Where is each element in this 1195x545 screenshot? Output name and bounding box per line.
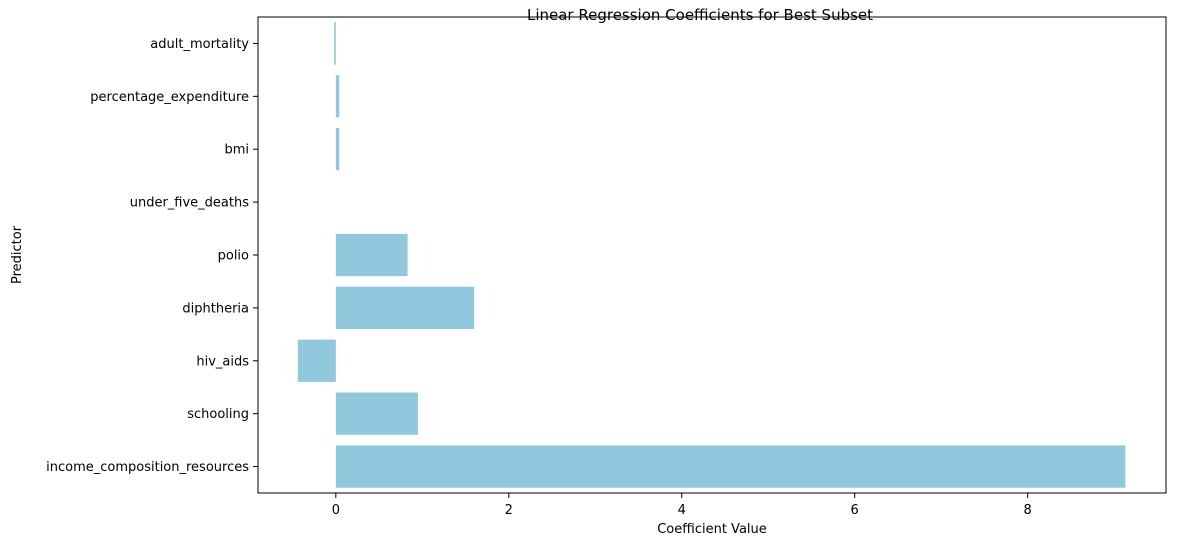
bar-polio — [335, 233, 408, 277]
x-tick-label: 6 — [851, 503, 859, 518]
y-tick-label: under_five_deaths — [130, 196, 250, 211]
y-tick-label: diphtheria — [182, 301, 249, 316]
x-tick-label: 4 — [678, 503, 686, 518]
bar-schooling — [335, 392, 418, 435]
bar-adult-mortality — [334, 22, 336, 65]
y-axis-label: Predictor — [10, 225, 25, 284]
y-tick-label: income_composition_resources — [46, 460, 249, 475]
bar-hiv-aids — [297, 339, 336, 382]
bar-income-composition-resources — [335, 445, 1126, 488]
y-axis-ticks: adult_mortality percentage_expenditurebmi… — [46, 37, 258, 475]
bars-group — [297, 22, 1126, 488]
y-tick-label: bmi — [224, 143, 249, 158]
y-tick-label: schooling — [187, 407, 249, 422]
y-tick-label: polio — [218, 249, 249, 264]
x-axis-ticks: 0 2 4 6 8 — [332, 493, 1032, 518]
bar-bmi — [335, 128, 340, 171]
chart-title: Linear Regression Coefficients for Best … — [527, 6, 873, 24]
x-tick-label: 0 — [332, 503, 340, 518]
x-axis-label: Coefficient Value — [657, 522, 767, 537]
bar-diphtheria — [335, 286, 475, 330]
y-tick-label: hiv_aids — [196, 354, 249, 369]
y-tick-label: percentage_expenditure — [90, 90, 249, 105]
bar-percentage-expenditure — [335, 75, 340, 118]
y-tick-label: adult_mortality — [150, 37, 249, 52]
x-tick-label: 8 — [1023, 503, 1031, 518]
plot-frame — [257, 16, 1167, 494]
x-tick-label: 2 — [505, 503, 513, 518]
